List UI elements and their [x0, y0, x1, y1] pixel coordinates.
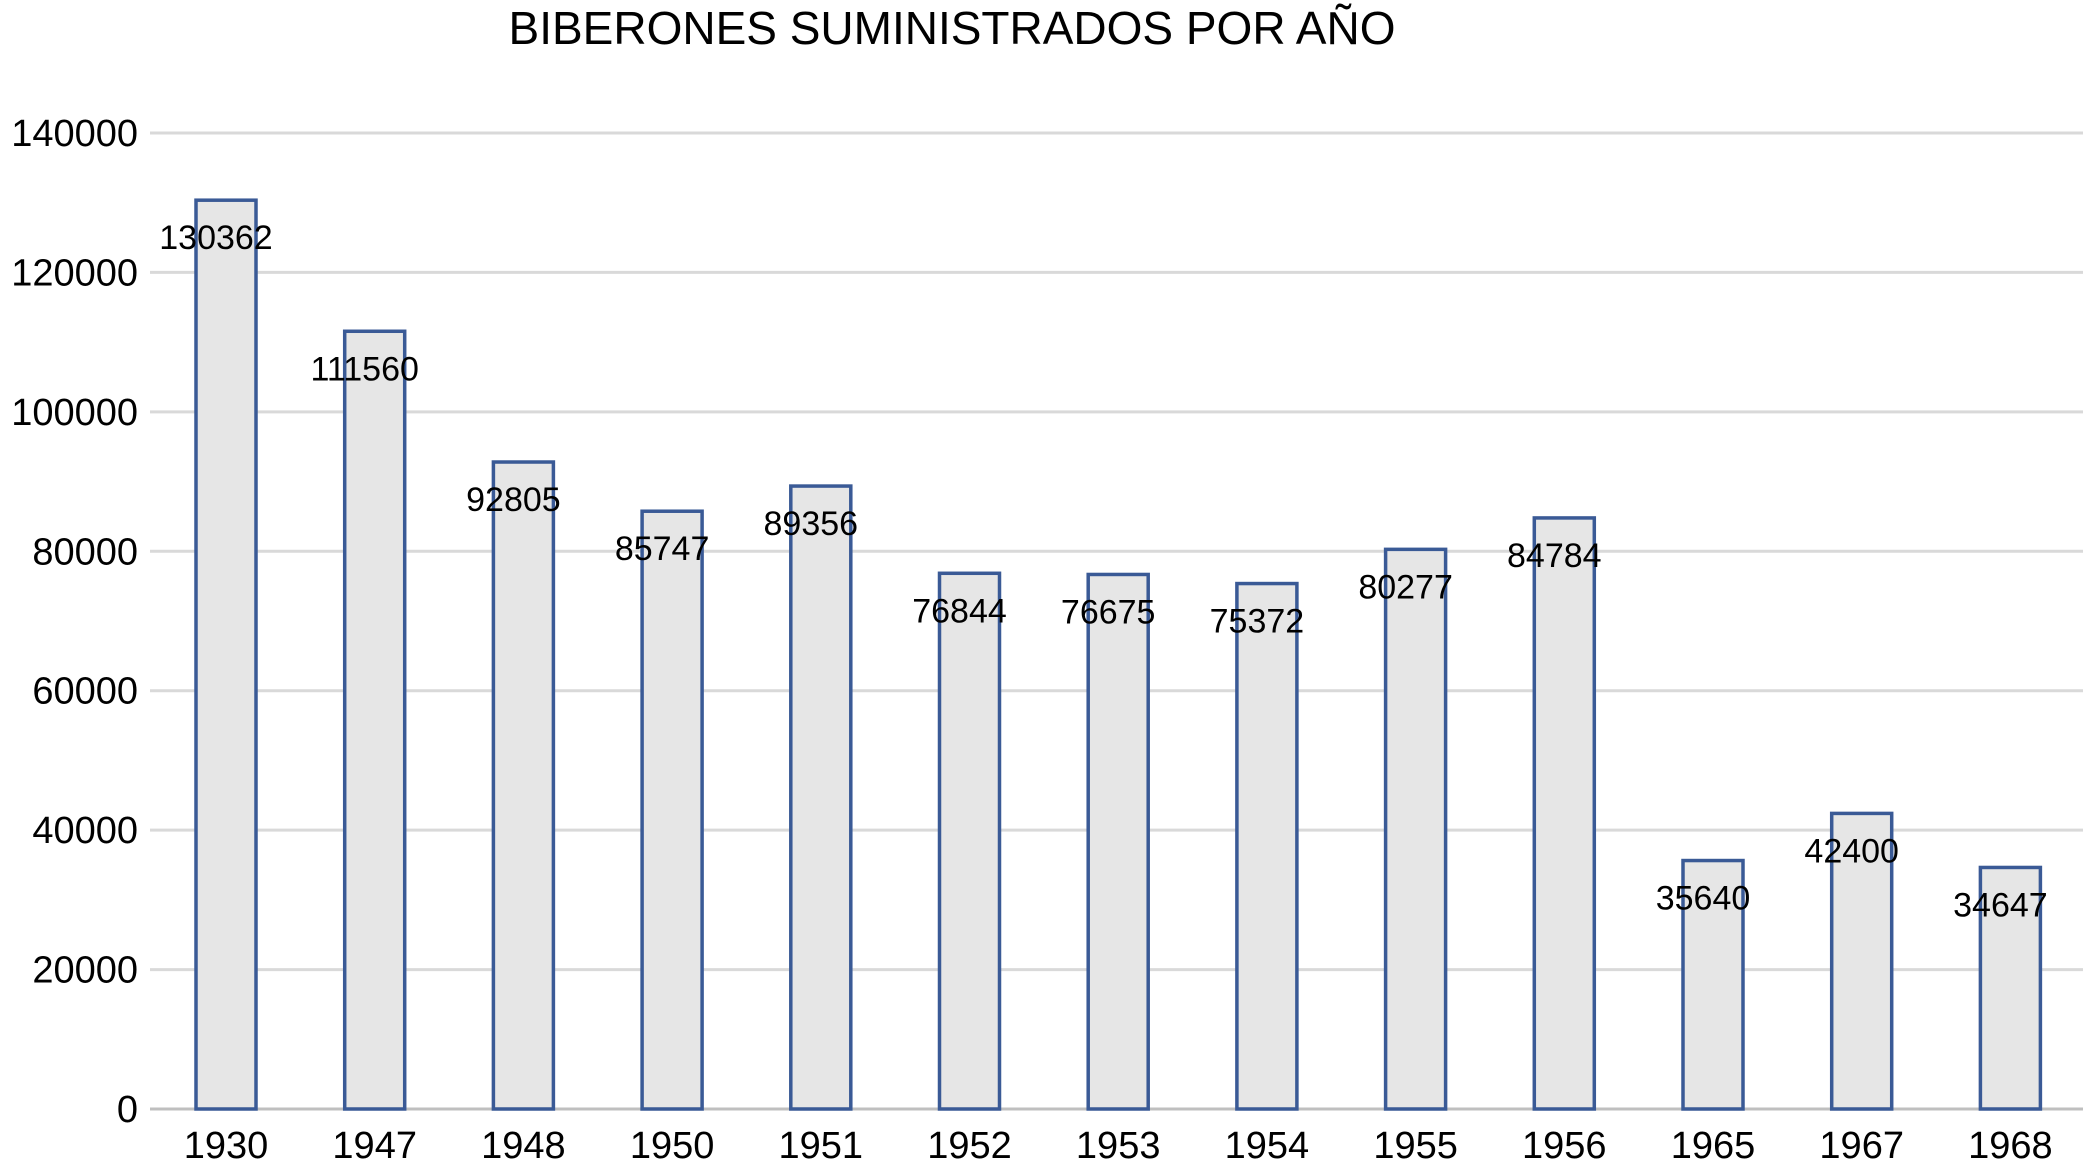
y-tick-label: 80000: [32, 531, 138, 573]
data-label: 76844: [912, 592, 1007, 630]
data-label: 111560: [310, 350, 418, 388]
bar: [1235, 581, 1299, 1111]
y-axis-ticks: 0 20000 40000 60000 80000 100000 120000 140000: [11, 113, 138, 1131]
bars: [194, 198, 2043, 1111]
bar: [1978, 865, 2043, 1111]
x-axis-ticks: 1930 1947 1948 1950 1951 1952 1953 1954 1955 1956…: [184, 1125, 2053, 1167]
bar: [342, 329, 407, 1111]
data-label: 80277: [1358, 568, 1453, 606]
data-label: 42400: [1804, 832, 1899, 870]
x-tick-label: 1951: [779, 1125, 864, 1167]
data-label: 75372: [1210, 603, 1305, 641]
x-tick-label: 1950: [630, 1125, 715, 1167]
x-tick-label: 1968: [1968, 1125, 2053, 1167]
x-tick-label: 1952: [927, 1125, 1012, 1167]
data-label: 89356: [764, 505, 859, 543]
y-tick-label: 100000: [11, 392, 138, 434]
y-tick-label: 0: [117, 1089, 138, 1131]
data-label: 34647: [1953, 886, 2048, 924]
bar: [789, 484, 853, 1111]
bar: [491, 460, 556, 1111]
data-label: 84784: [1507, 537, 1602, 575]
y-tick-label: 20000: [32, 950, 138, 992]
y-tick-label: 120000: [11, 252, 138, 294]
data-label: 35640: [1656, 880, 1751, 918]
x-tick-label: 1965: [1671, 1125, 1756, 1167]
bar: [937, 571, 1002, 1111]
bar: [1532, 516, 1597, 1111]
bar: [1086, 572, 1150, 1111]
bar: [1383, 547, 1448, 1111]
x-tick-label: 1953: [1076, 1125, 1161, 1167]
y-tick-label: 140000: [11, 113, 138, 155]
bar: [1681, 858, 1745, 1111]
data-label: 92805: [466, 481, 561, 519]
chart-title: BIBERONES SUMINISTRADOS POR AÑO: [509, 2, 1396, 54]
y-tick-label: 60000: [32, 671, 138, 713]
x-tick-label: 1930: [184, 1125, 269, 1167]
x-tick-label: 1954: [1225, 1125, 1310, 1167]
bar: [194, 198, 258, 1111]
bar: [640, 509, 704, 1111]
x-tick-label: 1956: [1522, 1125, 1607, 1167]
data-label: 76675: [1061, 593, 1156, 631]
data-label: 85747: [615, 530, 710, 568]
bar: [1829, 811, 1894, 1111]
data-labels: 130362 111560 92805 85747 89356 76844 76675 753…: [159, 219, 2047, 924]
y-tick-label: 40000: [32, 810, 138, 852]
x-tick-label: 1947: [332, 1125, 417, 1167]
x-tick-label: 1955: [1373, 1125, 1458, 1167]
x-tick-label: 1967: [1819, 1125, 1904, 1167]
data-label: 130362: [159, 219, 272, 257]
x-tick-label: 1948: [481, 1125, 566, 1167]
